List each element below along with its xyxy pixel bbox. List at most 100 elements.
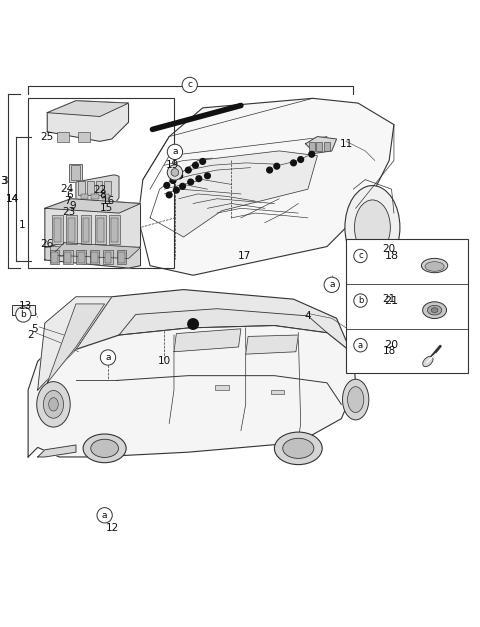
Circle shape [204, 173, 210, 179]
Text: a: a [358, 340, 363, 350]
Bar [68, 218, 75, 242]
Ellipse shape [283, 438, 314, 458]
Text: 14: 14 [6, 194, 19, 204]
Text: a: a [105, 353, 111, 362]
Bar [111, 218, 118, 242]
Circle shape [180, 184, 185, 189]
Circle shape [16, 307, 31, 322]
Text: 7: 7 [64, 196, 71, 206]
Circle shape [200, 159, 205, 164]
Text: 20: 20 [384, 340, 398, 350]
Text: b: b [21, 310, 26, 319]
Ellipse shape [422, 302, 446, 319]
Circle shape [192, 162, 198, 168]
Bar [12, 305, 36, 315]
Bar [78, 181, 85, 195]
Polygon shape [28, 325, 356, 457]
Text: 9: 9 [69, 201, 76, 211]
Ellipse shape [91, 440, 119, 458]
Bar [346, 240, 468, 373]
Bar [78, 132, 90, 142]
Circle shape [177, 173, 182, 179]
Bar [81, 194, 88, 199]
Circle shape [188, 319, 198, 329]
Polygon shape [76, 290, 351, 352]
Circle shape [188, 179, 193, 185]
Text: 20: 20 [383, 244, 396, 254]
Polygon shape [47, 101, 129, 117]
Circle shape [291, 160, 296, 166]
Bar [87, 181, 94, 195]
Text: 3: 3 [0, 176, 7, 186]
Ellipse shape [431, 308, 438, 312]
Polygon shape [47, 101, 129, 141]
Ellipse shape [83, 434, 126, 463]
Ellipse shape [423, 356, 433, 367]
Polygon shape [38, 297, 112, 390]
Polygon shape [150, 151, 317, 237]
Bar [95, 216, 106, 244]
Text: 24: 24 [60, 184, 73, 194]
Text: 19: 19 [166, 161, 179, 171]
Polygon shape [119, 308, 327, 335]
Bar [49, 246, 64, 256]
Ellipse shape [427, 305, 442, 315]
Polygon shape [45, 199, 141, 213]
Ellipse shape [275, 432, 322, 465]
Text: 21: 21 [384, 295, 398, 305]
Ellipse shape [48, 398, 58, 411]
Polygon shape [138, 98, 394, 275]
Bar [91, 252, 98, 263]
Circle shape [167, 144, 182, 159]
Circle shape [97, 508, 112, 523]
Bar [271, 390, 284, 394]
Bar [109, 216, 120, 244]
Bar [96, 181, 102, 195]
Ellipse shape [354, 200, 390, 255]
Circle shape [298, 157, 303, 162]
Bar [316, 142, 322, 151]
Polygon shape [246, 335, 298, 354]
Text: 18: 18 [383, 346, 396, 356]
Bar [104, 181, 111, 195]
Bar [28, 98, 174, 268]
Circle shape [274, 164, 280, 169]
Bar [102, 194, 109, 199]
Circle shape [309, 151, 314, 157]
Text: a: a [329, 280, 335, 289]
Bar [54, 218, 60, 242]
Text: 4: 4 [304, 311, 311, 321]
Circle shape [171, 169, 179, 176]
Bar [81, 216, 91, 244]
Ellipse shape [343, 379, 369, 420]
Bar [107, 246, 121, 256]
Ellipse shape [348, 387, 364, 413]
Text: 17: 17 [238, 251, 252, 261]
Bar [309, 142, 314, 151]
Bar [49, 250, 59, 264]
Circle shape [354, 339, 367, 352]
Text: 13: 13 [19, 302, 32, 312]
Text: c: c [358, 251, 363, 260]
Circle shape [166, 192, 172, 198]
Bar [78, 252, 84, 263]
Text: 2: 2 [27, 330, 34, 340]
Circle shape [185, 167, 191, 173]
Bar [83, 218, 89, 242]
Text: 10: 10 [158, 356, 171, 366]
Bar [78, 246, 93, 256]
Circle shape [167, 165, 182, 180]
Ellipse shape [345, 186, 400, 269]
Polygon shape [45, 199, 141, 254]
Text: 8: 8 [99, 190, 106, 200]
Text: 15: 15 [99, 203, 113, 213]
Polygon shape [76, 175, 119, 204]
Polygon shape [174, 329, 241, 352]
Polygon shape [38, 445, 76, 457]
Ellipse shape [421, 258, 448, 273]
FancyBboxPatch shape [69, 164, 82, 182]
Polygon shape [45, 243, 141, 268]
Circle shape [173, 187, 179, 193]
Circle shape [164, 182, 169, 188]
Circle shape [354, 250, 367, 263]
